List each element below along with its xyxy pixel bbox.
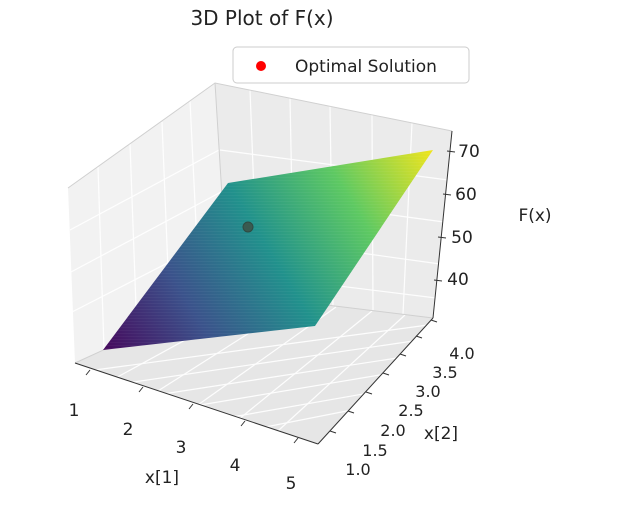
y-axis-line <box>317 317 434 445</box>
z-tick-label: 70 <box>458 142 480 162</box>
x-tick-label: 3 <box>176 438 187 458</box>
x-tick-label: 2 <box>123 420 134 440</box>
y-tick-label: 2.5 <box>398 401 423 420</box>
y-axis-label: x[2] <box>424 424 458 444</box>
x-axis-label: x[1] <box>145 468 179 488</box>
legend: Optimal Solution <box>232 46 470 84</box>
z-axis: 70 60 50 40 F(x) <box>432 130 552 319</box>
legend-box <box>232 46 470 84</box>
x-axis: 1 2 3 4 5 x[1] <box>69 362 319 494</box>
x-axis-line <box>74 362 319 445</box>
y-tick-label: 3.0 <box>415 382 440 401</box>
y-tick-label: 2.0 <box>380 421 405 440</box>
x-tick-label: 5 <box>286 474 297 494</box>
z-tick-label: 50 <box>451 228 473 248</box>
legend-marker <box>256 61 266 71</box>
surface <box>103 150 433 350</box>
z-tick-label: 60 <box>455 185 477 205</box>
x-tick-label: 4 <box>230 456 241 476</box>
surface-mesh <box>103 150 433 350</box>
y-tick-label: 1.5 <box>362 441 387 460</box>
z-axis-line <box>432 130 453 319</box>
chart-title: 3D Plot of F(x) <box>190 6 333 30</box>
y-tick-label: 3.5 <box>432 363 457 382</box>
y-axis: 1.0 1.5 2.0 2.5 3.0 3.5 4.0 x[2] <box>317 317 475 479</box>
optimal-solution-point <box>242 221 254 233</box>
x-tick-label: 1 <box>69 401 80 421</box>
legend-label: Optimal Solution <box>295 57 437 77</box>
z-tick-label: 40 <box>447 270 469 290</box>
y-tick-label: 4.0 <box>449 344 474 363</box>
z-axis-label: F(x) <box>518 206 551 226</box>
y-tick-label: 1.0 <box>345 460 370 479</box>
